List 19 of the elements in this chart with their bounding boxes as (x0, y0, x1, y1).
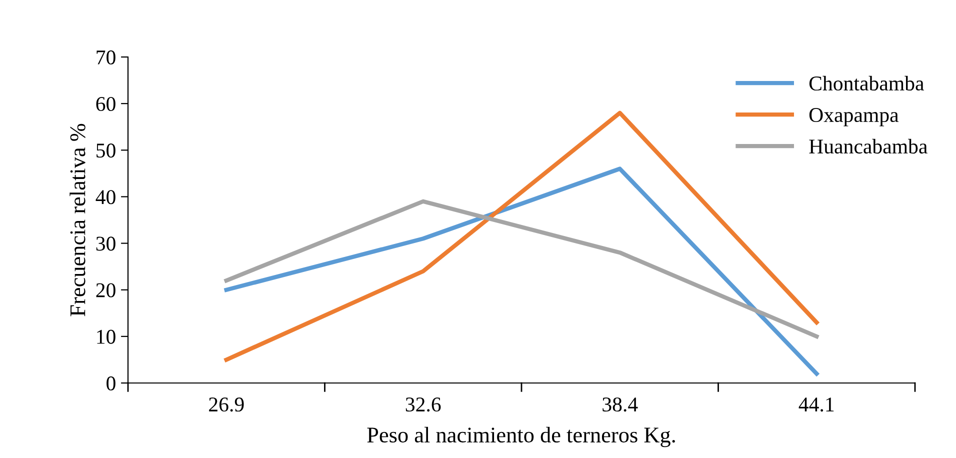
x-tick-label: 44.1 (798, 398, 834, 412)
x-axis-title: Peso al nacimiento de terneros Kg. (367, 426, 675, 448)
legend-label: Oxapampa (809, 108, 899, 126)
y-tick-label: 20 (96, 283, 116, 298)
line-series (224, 166, 819, 376)
y-tick-label: 10 (97, 330, 116, 344)
y-tick-label: 40 (96, 190, 116, 204)
y-axis-title: Frecuencia relativa % (70, 124, 86, 316)
y-tick-label: 70 (96, 50, 116, 64)
legend-label: Huancabamba (809, 138, 928, 154)
y-tick-label: 60 (96, 96, 116, 112)
x-tick-label: 32.6 (406, 398, 441, 412)
y-tick-label: 0 (106, 376, 116, 390)
legend-label: Chontabamba (809, 76, 924, 91)
y-tick-label: 30 (96, 236, 116, 251)
line-series (224, 199, 819, 339)
y-tick-label: 50 (96, 144, 116, 158)
x-tick-label: 38.4 (602, 397, 638, 412)
x-tick-label: 26.9 (209, 398, 244, 412)
